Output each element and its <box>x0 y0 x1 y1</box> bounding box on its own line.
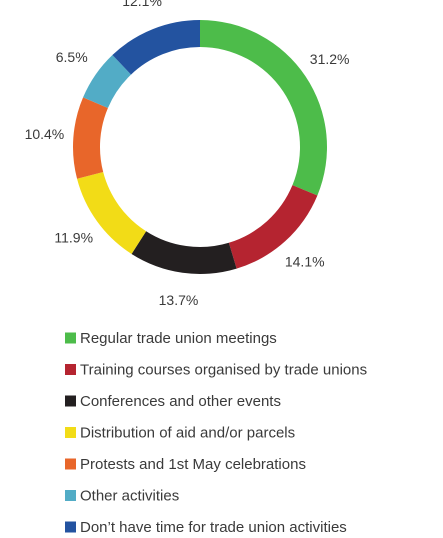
legend-label: Don’t have time for trade union activiti… <box>80 519 347 536</box>
value-label: 6.5% <box>56 49 88 65</box>
value-label: 13.7% <box>159 292 199 308</box>
legend-label: Protests and 1st May celebrations <box>80 456 306 473</box>
legend-swatch <box>65 395 76 407</box>
legend-label: Training courses organised by trade unio… <box>80 361 367 378</box>
value-label: 14.1% <box>285 253 325 269</box>
legend-label: Distribution of aid and/or parcels <box>80 424 295 441</box>
donut-segment <box>131 231 237 274</box>
donut-segment <box>73 97 108 179</box>
donut-segment <box>77 172 147 254</box>
legend-swatch <box>65 332 76 344</box>
legend-swatch <box>65 364 76 375</box>
value-label: 12.1% <box>122 0 162 9</box>
legend-label: Other activities <box>80 487 179 504</box>
legend-label: Regular trade union meetings <box>80 330 277 347</box>
legend-swatch <box>65 458 76 470</box>
donut-segment <box>112 20 200 75</box>
legend-swatch <box>65 427 76 438</box>
legend-label: Conferences and other events <box>80 393 281 410</box>
legend-swatch <box>65 490 76 501</box>
donut-segment <box>83 55 132 108</box>
value-label: 11.9% <box>54 229 93 245</box>
value-label: 31.2% <box>310 51 350 67</box>
value-label: 10.4% <box>25 126 65 142</box>
donut-segment <box>228 185 318 269</box>
donut-segment <box>200 20 327 196</box>
legend-swatch <box>65 521 76 533</box>
